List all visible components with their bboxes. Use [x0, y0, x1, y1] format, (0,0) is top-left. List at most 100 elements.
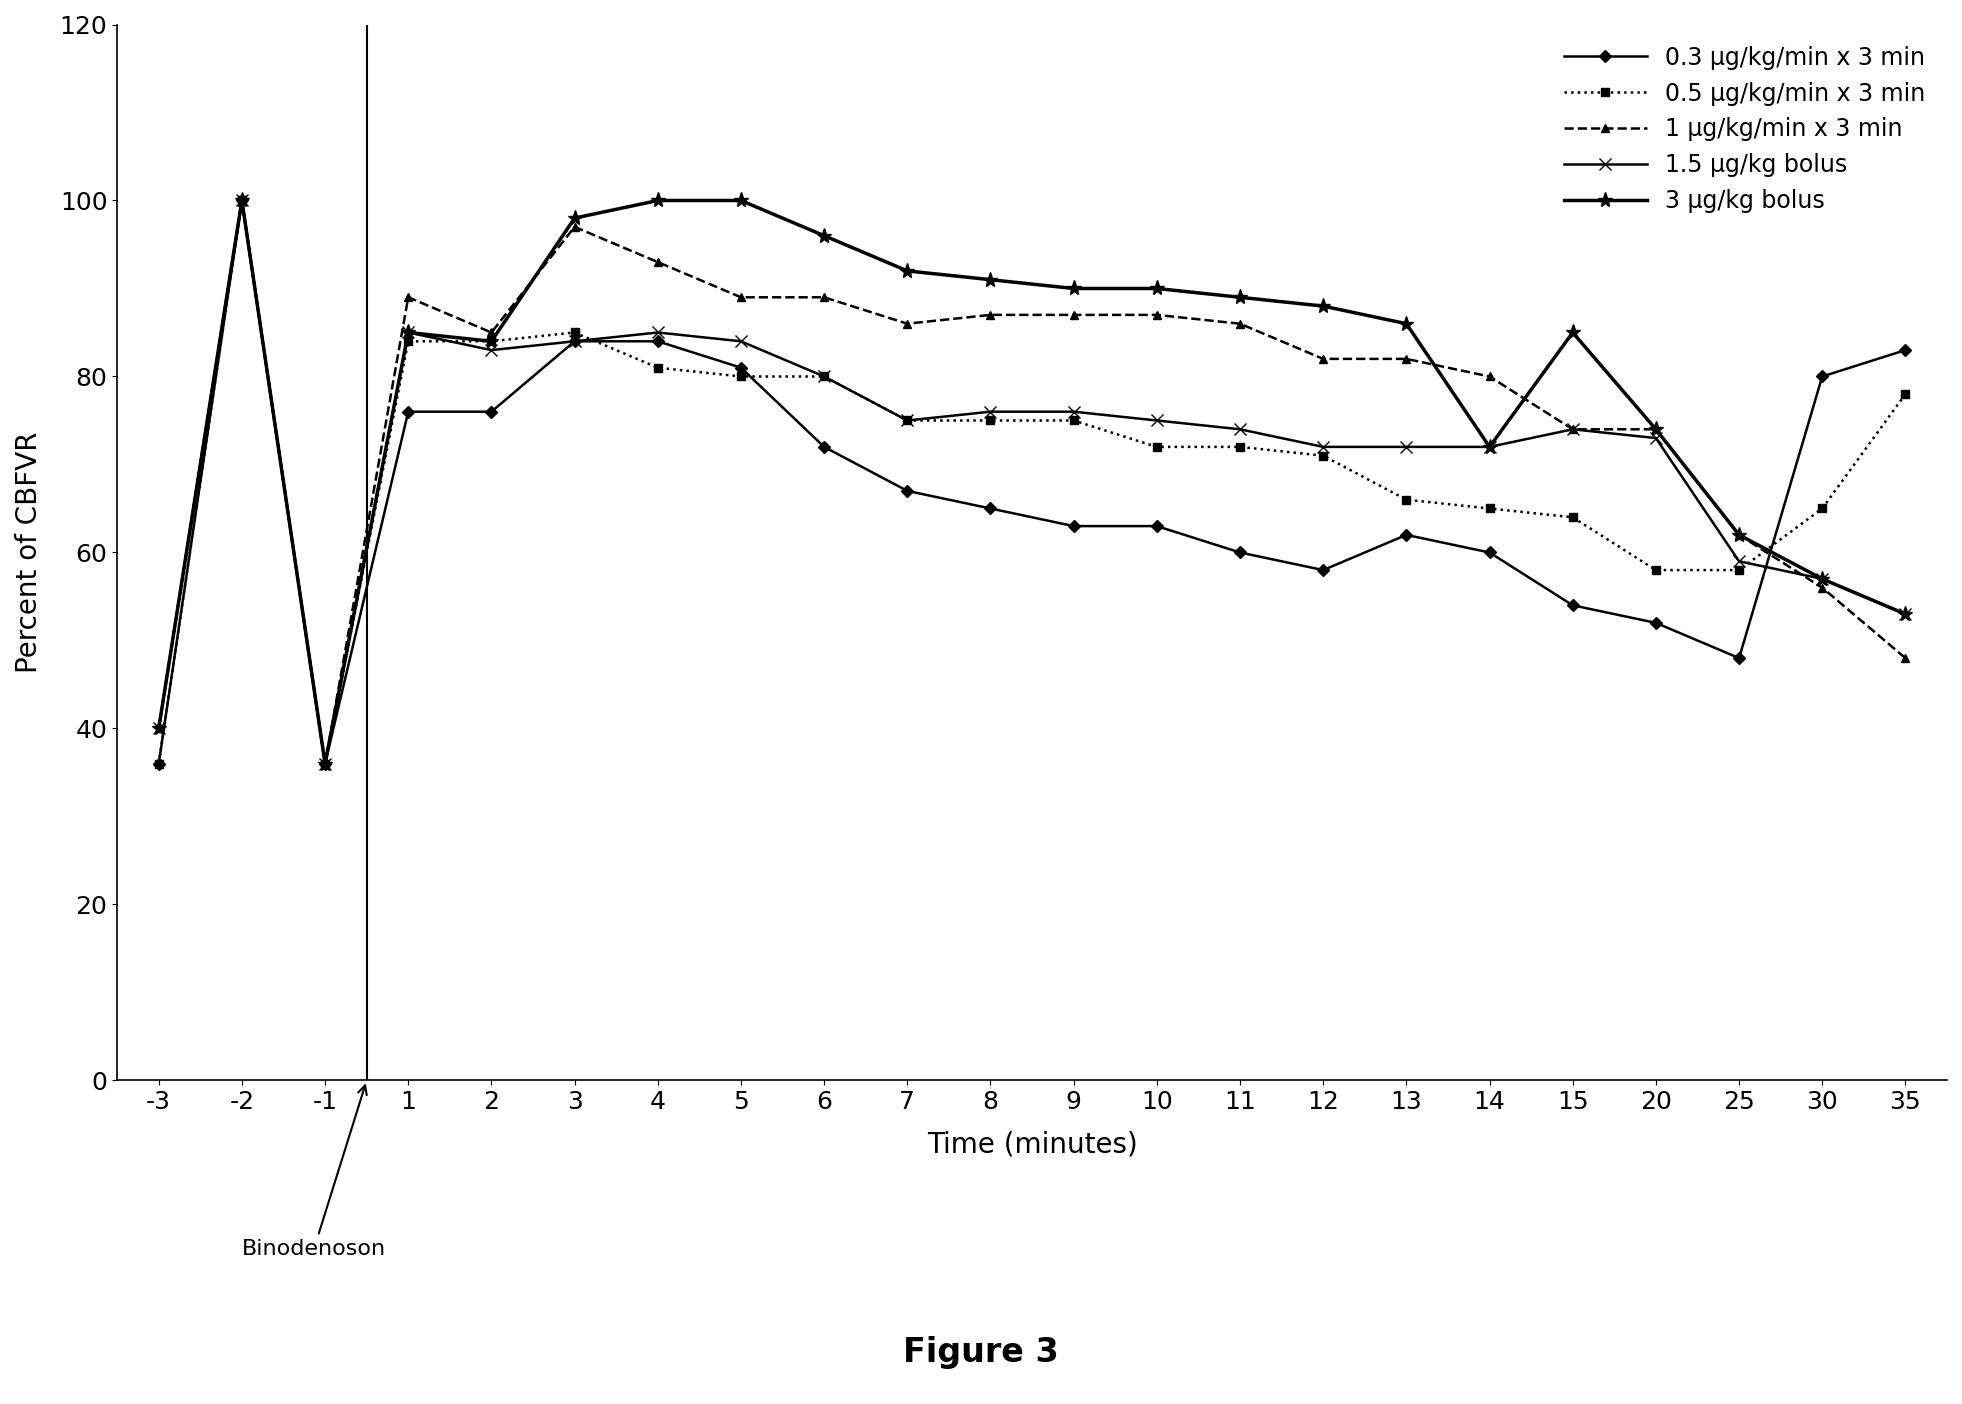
1.5 μg/kg bolus [1893, 605, 1917, 622]
1 μg/kg/min x 3 min [1146, 306, 1169, 323]
1 μg/kg/min x 3 min [979, 306, 1003, 323]
0.5 μg/kg/min x 3 min [1644, 562, 1668, 578]
3 μg/kg bolus [1228, 289, 1252, 306]
0.5 μg/kg/min x 3 min [979, 411, 1003, 428]
3 μg/kg bolus [645, 192, 669, 209]
1.5 μg/kg bolus [1311, 438, 1334, 455]
3 μg/kg bolus [1893, 605, 1917, 622]
3 μg/kg bolus [1644, 421, 1668, 438]
0.3 μg/kg/min x 3 min [1644, 615, 1668, 632]
1.5 μg/kg bolus [979, 403, 1003, 420]
0.3 μg/kg/min x 3 min [1146, 518, 1169, 535]
3 μg/kg bolus [730, 192, 753, 209]
3 μg/kg bolus [147, 720, 171, 737]
3 μg/kg bolus [563, 209, 587, 226]
1.5 μg/kg bolus [895, 411, 918, 428]
0.3 μg/kg/min x 3 min [563, 333, 587, 350]
1.5 μg/kg bolus [563, 333, 587, 350]
0.5 μg/kg/min x 3 min [645, 359, 669, 376]
Y-axis label: Percent of CBFVR: Percent of CBFVR [16, 432, 43, 674]
0.5 μg/kg/min x 3 min [1893, 386, 1917, 403]
0.5 μg/kg/min x 3 min [1477, 500, 1501, 517]
1.5 μg/kg bolus [396, 324, 420, 341]
1 μg/kg/min x 3 min [645, 254, 669, 271]
1.5 μg/kg bolus [812, 368, 836, 385]
0.5 μg/kg/min x 3 min [730, 368, 753, 385]
1 μg/kg/min x 3 min [895, 316, 918, 333]
0.3 μg/kg/min x 3 min [1727, 650, 1750, 667]
X-axis label: Time (minutes): Time (minutes) [926, 1130, 1138, 1158]
0.3 μg/kg/min x 3 min [1311, 562, 1334, 578]
1 μg/kg/min x 3 min [314, 755, 337, 772]
1.5 μg/kg bolus [147, 720, 171, 737]
0.5 μg/kg/min x 3 min [563, 324, 587, 341]
0.3 μg/kg/min x 3 min [645, 333, 669, 350]
3 μg/kg bolus [230, 192, 253, 209]
0.3 μg/kg/min x 3 min [147, 755, 171, 772]
1.5 μg/kg bolus [1727, 553, 1750, 570]
Legend: 0.3 μg/kg/min x 3 min, 0.5 μg/kg/min x 3 min, 1 μg/kg/min x 3 min, 1.5 μg/kg bol: 0.3 μg/kg/min x 3 min, 0.5 μg/kg/min x 3… [1554, 37, 1935, 222]
3 μg/kg bolus [1562, 324, 1585, 341]
0.3 μg/kg/min x 3 min [1061, 518, 1085, 535]
0.3 μg/kg/min x 3 min [1395, 526, 1419, 543]
1.5 μg/kg bolus [1395, 438, 1419, 455]
Line: 0.3 μg/kg/min x 3 min: 0.3 μg/kg/min x 3 min [155, 197, 1909, 768]
Text: Figure 3: Figure 3 [903, 1335, 1059, 1369]
3 μg/kg bolus [1146, 279, 1169, 296]
0.3 μg/kg/min x 3 min [230, 192, 253, 209]
1 μg/kg/min x 3 min [1644, 421, 1668, 438]
1 μg/kg/min x 3 min [1727, 526, 1750, 543]
Line: 1 μg/kg/min x 3 min: 1 μg/kg/min x 3 min [155, 197, 1909, 768]
Line: 1.5 μg/kg bolus: 1.5 μg/kg bolus [153, 194, 1911, 769]
1.5 μg/kg bolus [1644, 430, 1668, 446]
3 μg/kg bolus [895, 263, 918, 279]
1 μg/kg/min x 3 min [147, 720, 171, 737]
0.5 μg/kg/min x 3 min [1811, 500, 1834, 517]
0.5 μg/kg/min x 3 min [147, 755, 171, 772]
1.5 μg/kg bolus [1477, 438, 1501, 455]
0.3 μg/kg/min x 3 min [1811, 368, 1834, 385]
3 μg/kg bolus [1727, 526, 1750, 543]
3 μg/kg bolus [479, 333, 502, 350]
3 μg/kg bolus [1061, 279, 1085, 296]
1 μg/kg/min x 3 min [1562, 421, 1585, 438]
1.5 μg/kg bolus [1146, 411, 1169, 428]
Line: 0.5 μg/kg/min x 3 min: 0.5 μg/kg/min x 3 min [155, 197, 1909, 768]
1.5 μg/kg bolus [479, 341, 502, 358]
Text: Binodenoson: Binodenoson [241, 1085, 387, 1259]
3 μg/kg bolus [314, 755, 337, 772]
0.5 μg/kg/min x 3 min [479, 333, 502, 350]
1 μg/kg/min x 3 min [230, 192, 253, 209]
3 μg/kg bolus [979, 271, 1003, 288]
3 μg/kg bolus [1811, 570, 1834, 587]
1.5 μg/kg bolus [1061, 403, 1085, 420]
1.5 μg/kg bolus [314, 755, 337, 772]
0.5 μg/kg/min x 3 min [1395, 491, 1419, 508]
1 μg/kg/min x 3 min [1811, 580, 1834, 597]
0.3 μg/kg/min x 3 min [314, 755, 337, 772]
0.3 μg/kg/min x 3 min [979, 500, 1003, 517]
0.5 μg/kg/min x 3 min [1061, 411, 1085, 428]
1 μg/kg/min x 3 min [1477, 368, 1501, 385]
1.5 μg/kg bolus [230, 192, 253, 209]
1 μg/kg/min x 3 min [563, 219, 587, 236]
0.3 μg/kg/min x 3 min [730, 359, 753, 376]
0.5 μg/kg/min x 3 min [1727, 562, 1750, 578]
3 μg/kg bolus [812, 227, 836, 244]
0.5 μg/kg/min x 3 min [396, 333, 420, 350]
1 μg/kg/min x 3 min [396, 289, 420, 306]
1 μg/kg/min x 3 min [1893, 650, 1917, 667]
1 μg/kg/min x 3 min [1311, 351, 1334, 368]
0.3 μg/kg/min x 3 min [812, 438, 836, 455]
0.3 μg/kg/min x 3 min [895, 483, 918, 500]
0.5 μg/kg/min x 3 min [1562, 508, 1585, 525]
1 μg/kg/min x 3 min [479, 324, 502, 341]
1.5 μg/kg bolus [645, 324, 669, 341]
0.3 μg/kg/min x 3 min [1477, 545, 1501, 562]
0.5 μg/kg/min x 3 min [1311, 448, 1334, 465]
0.3 μg/kg/min x 3 min [1228, 545, 1252, 562]
0.3 μg/kg/min x 3 min [479, 403, 502, 420]
3 μg/kg bolus [1395, 316, 1419, 333]
3 μg/kg bolus [1477, 438, 1501, 455]
1 μg/kg/min x 3 min [730, 289, 753, 306]
